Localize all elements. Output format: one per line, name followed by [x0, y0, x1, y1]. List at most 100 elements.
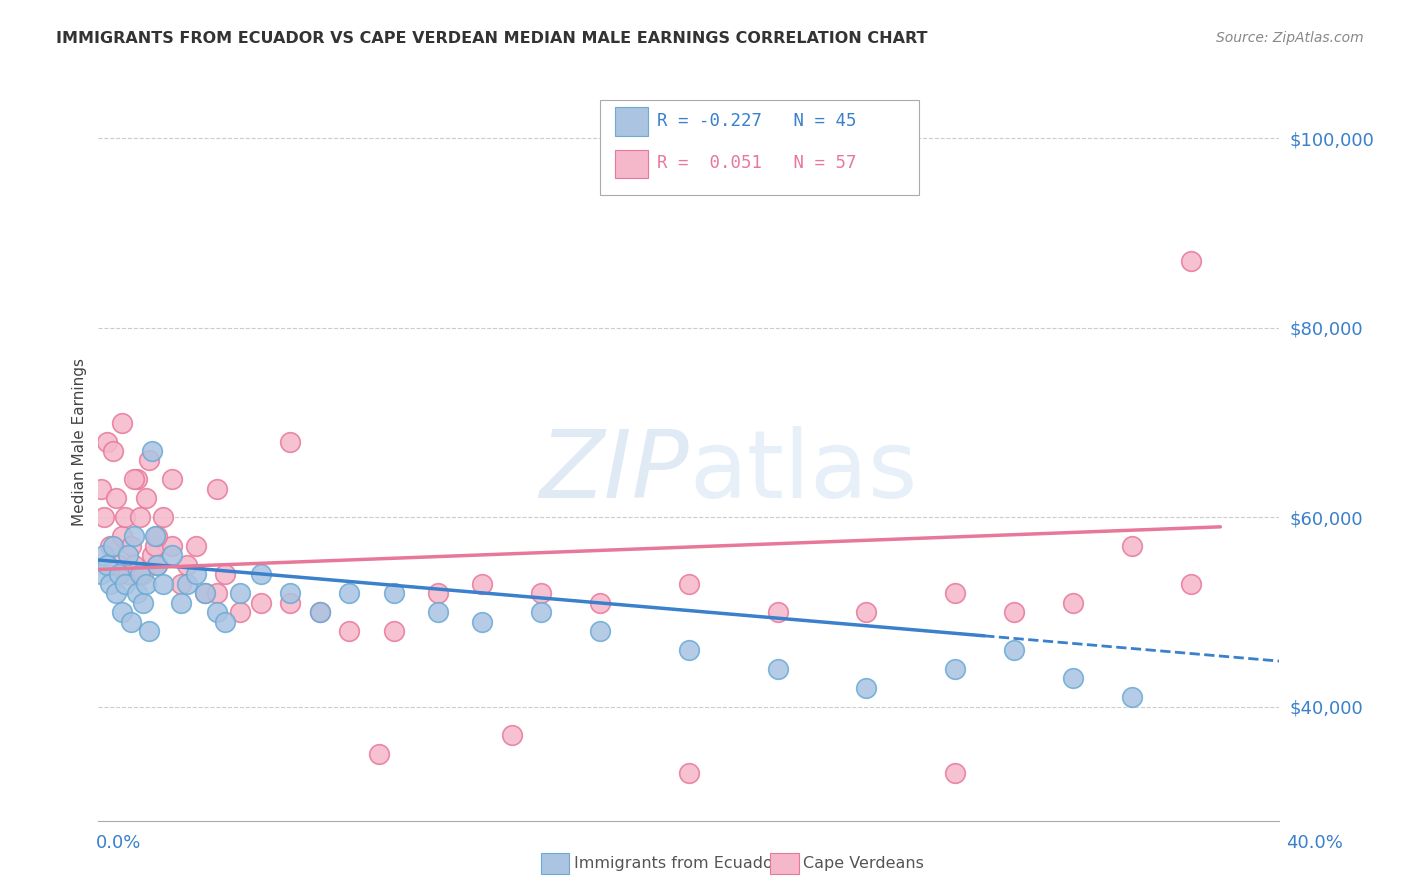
Point — [184, 539, 207, 553]
Text: 0.0%: 0.0% — [96, 834, 141, 852]
Point — [143, 539, 166, 553]
Point — [214, 567, 236, 582]
Point — [1002, 605, 1025, 619]
Point — [766, 662, 789, 676]
Point — [589, 624, 612, 639]
Point — [176, 558, 198, 572]
Point — [135, 576, 157, 591]
Text: R = -0.227   N = 45: R = -0.227 N = 45 — [657, 112, 856, 130]
Point — [141, 548, 163, 563]
Point — [1121, 690, 1143, 705]
Point — [589, 596, 612, 610]
Point — [427, 605, 450, 619]
Point — [678, 766, 700, 780]
Text: Cape Verdeans: Cape Verdeans — [803, 856, 924, 871]
Point — [280, 434, 302, 449]
Point — [108, 567, 131, 582]
Point — [205, 482, 228, 496]
Point — [368, 747, 391, 762]
Point — [943, 662, 966, 676]
Point — [103, 539, 125, 553]
Point — [250, 596, 273, 610]
Point — [678, 643, 700, 657]
Point — [205, 605, 228, 619]
Point — [678, 576, 700, 591]
Point — [194, 586, 217, 600]
Point — [146, 558, 169, 572]
Point — [250, 567, 273, 582]
Point — [1180, 576, 1202, 591]
Point — [135, 491, 157, 506]
Point — [229, 586, 252, 600]
Point — [162, 473, 183, 487]
Point — [152, 576, 174, 591]
Point — [1180, 254, 1202, 268]
Point — [120, 615, 142, 629]
Point — [122, 473, 145, 487]
Point — [98, 539, 121, 553]
Point — [162, 539, 183, 553]
Point — [132, 596, 155, 610]
Point — [309, 605, 332, 619]
Point — [141, 444, 163, 458]
Point — [138, 624, 160, 639]
Point — [125, 473, 148, 487]
Point — [96, 434, 118, 449]
Text: R =  0.051   N = 57: R = 0.051 N = 57 — [657, 154, 856, 172]
Point — [530, 586, 553, 600]
Point — [93, 548, 115, 563]
Point — [125, 586, 148, 600]
Point — [1062, 672, 1084, 686]
Point — [146, 558, 169, 572]
Point — [162, 548, 183, 563]
Point — [501, 728, 523, 742]
Point — [128, 567, 150, 582]
Point — [471, 615, 494, 629]
Point — [90, 482, 112, 496]
Point — [855, 681, 877, 695]
Point — [143, 529, 166, 543]
Point — [229, 605, 252, 619]
Point — [1121, 539, 1143, 553]
Point — [530, 605, 553, 619]
Point — [214, 615, 236, 629]
Text: atlas: atlas — [689, 425, 917, 518]
Point — [117, 567, 139, 582]
Point — [146, 529, 169, 543]
Point — [122, 558, 145, 572]
Point — [427, 586, 450, 600]
Point — [1062, 596, 1084, 610]
Point — [766, 605, 789, 619]
Bar — [614, 107, 648, 136]
Point — [280, 596, 302, 610]
FancyBboxPatch shape — [600, 100, 920, 195]
Point — [93, 510, 115, 524]
Point — [339, 624, 361, 639]
Point — [111, 605, 134, 619]
Point — [108, 558, 131, 572]
Point — [138, 453, 160, 467]
Point — [382, 624, 405, 639]
Point — [103, 444, 125, 458]
Text: Immigrants from Ecuador: Immigrants from Ecuador — [574, 856, 779, 871]
Point — [96, 558, 118, 572]
Point — [339, 586, 361, 600]
Point — [170, 596, 193, 610]
Point — [128, 510, 150, 524]
Point — [132, 567, 155, 582]
Point — [1002, 643, 1025, 657]
Point — [122, 529, 145, 543]
Point — [90, 567, 112, 582]
Point — [117, 548, 139, 563]
Point — [280, 586, 302, 600]
Text: IMMIGRANTS FROM ECUADOR VS CAPE VERDEAN MEDIAN MALE EARNINGS CORRELATION CHART: IMMIGRANTS FROM ECUADOR VS CAPE VERDEAN … — [56, 31, 928, 46]
Point — [184, 567, 207, 582]
Point — [152, 510, 174, 524]
Point — [114, 510, 136, 524]
Point — [120, 539, 142, 553]
Point — [471, 576, 494, 591]
Point — [98, 576, 121, 591]
Point — [111, 416, 134, 430]
Point — [114, 576, 136, 591]
Point — [176, 576, 198, 591]
